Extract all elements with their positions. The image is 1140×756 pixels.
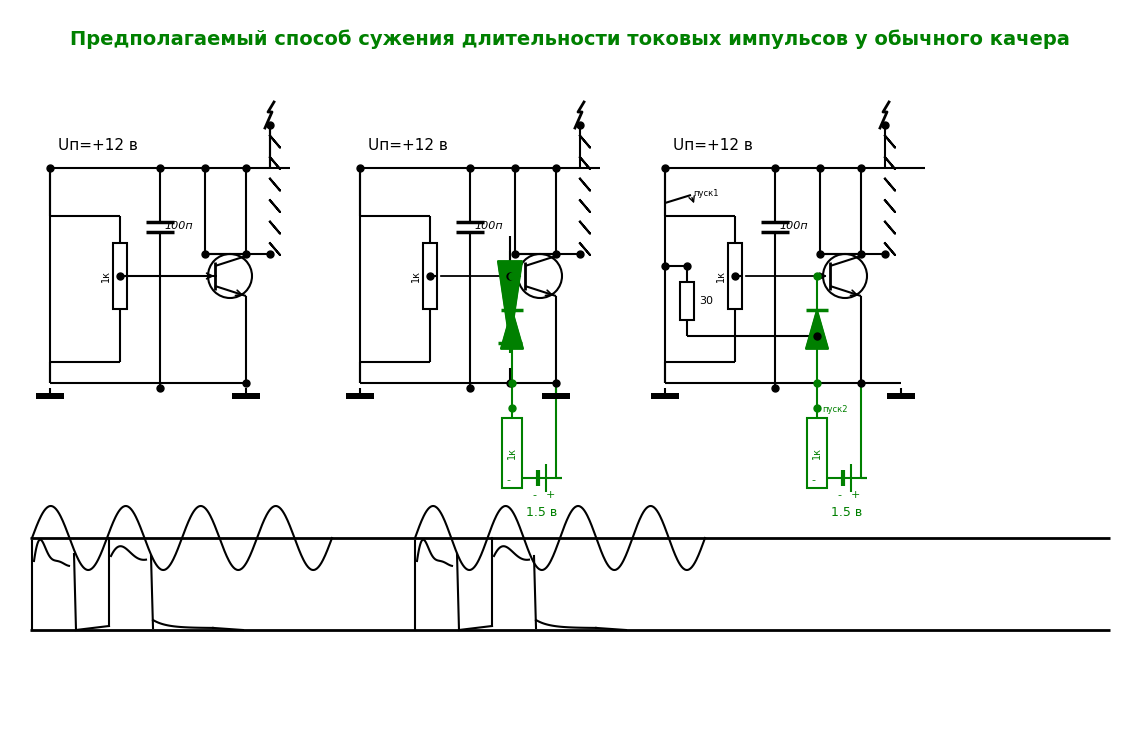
Text: -: - [837, 490, 841, 500]
Text: Предполагаемый способ сужения длительности токовых импульсов у обычного качера: Предполагаемый способ сужения длительнос… [70, 29, 1070, 48]
Text: 1к: 1к [507, 447, 518, 459]
Text: -: - [811, 475, 815, 485]
Polygon shape [498, 262, 522, 342]
Text: -: - [532, 490, 536, 500]
Text: 1к: 1к [412, 270, 421, 282]
Text: 1к: 1к [101, 270, 111, 282]
Text: 30: 30 [699, 296, 712, 306]
Bar [887, 393, 915, 399]
Text: +: + [850, 490, 860, 500]
Bar [36, 393, 64, 399]
Bar [502, 418, 522, 488]
Text: Uп=+12 в: Uп=+12 в [673, 138, 752, 153]
Text: пуск2: пуск2 [822, 405, 847, 414]
Text: пуск1: пуск1 [693, 188, 718, 197]
Bar [651, 393, 679, 399]
Bar [807, 418, 826, 488]
Text: 100п: 100п [474, 221, 503, 231]
Polygon shape [500, 310, 523, 349]
Bar [542, 393, 570, 399]
Text: 100п: 100п [779, 221, 807, 231]
Bar [423, 243, 437, 309]
Text: 1.5 в: 1.5 в [831, 506, 863, 519]
Bar [679, 282, 694, 321]
Text: 100п: 100п [164, 221, 193, 231]
Text: 1к: 1к [716, 270, 726, 282]
Text: +: + [545, 490, 555, 500]
Text: Uп=+12 в: Uп=+12 в [368, 138, 448, 153]
Text: 1к: 1к [812, 447, 822, 459]
Bar [233, 393, 260, 399]
Text: -: - [506, 475, 510, 485]
Polygon shape [806, 310, 828, 349]
Bar [347, 393, 374, 399]
Bar [113, 243, 127, 309]
Text: Uп=+12 в: Uп=+12 в [58, 138, 138, 153]
Text: 1.5 в: 1.5 в [527, 506, 557, 519]
Bar [728, 243, 742, 309]
